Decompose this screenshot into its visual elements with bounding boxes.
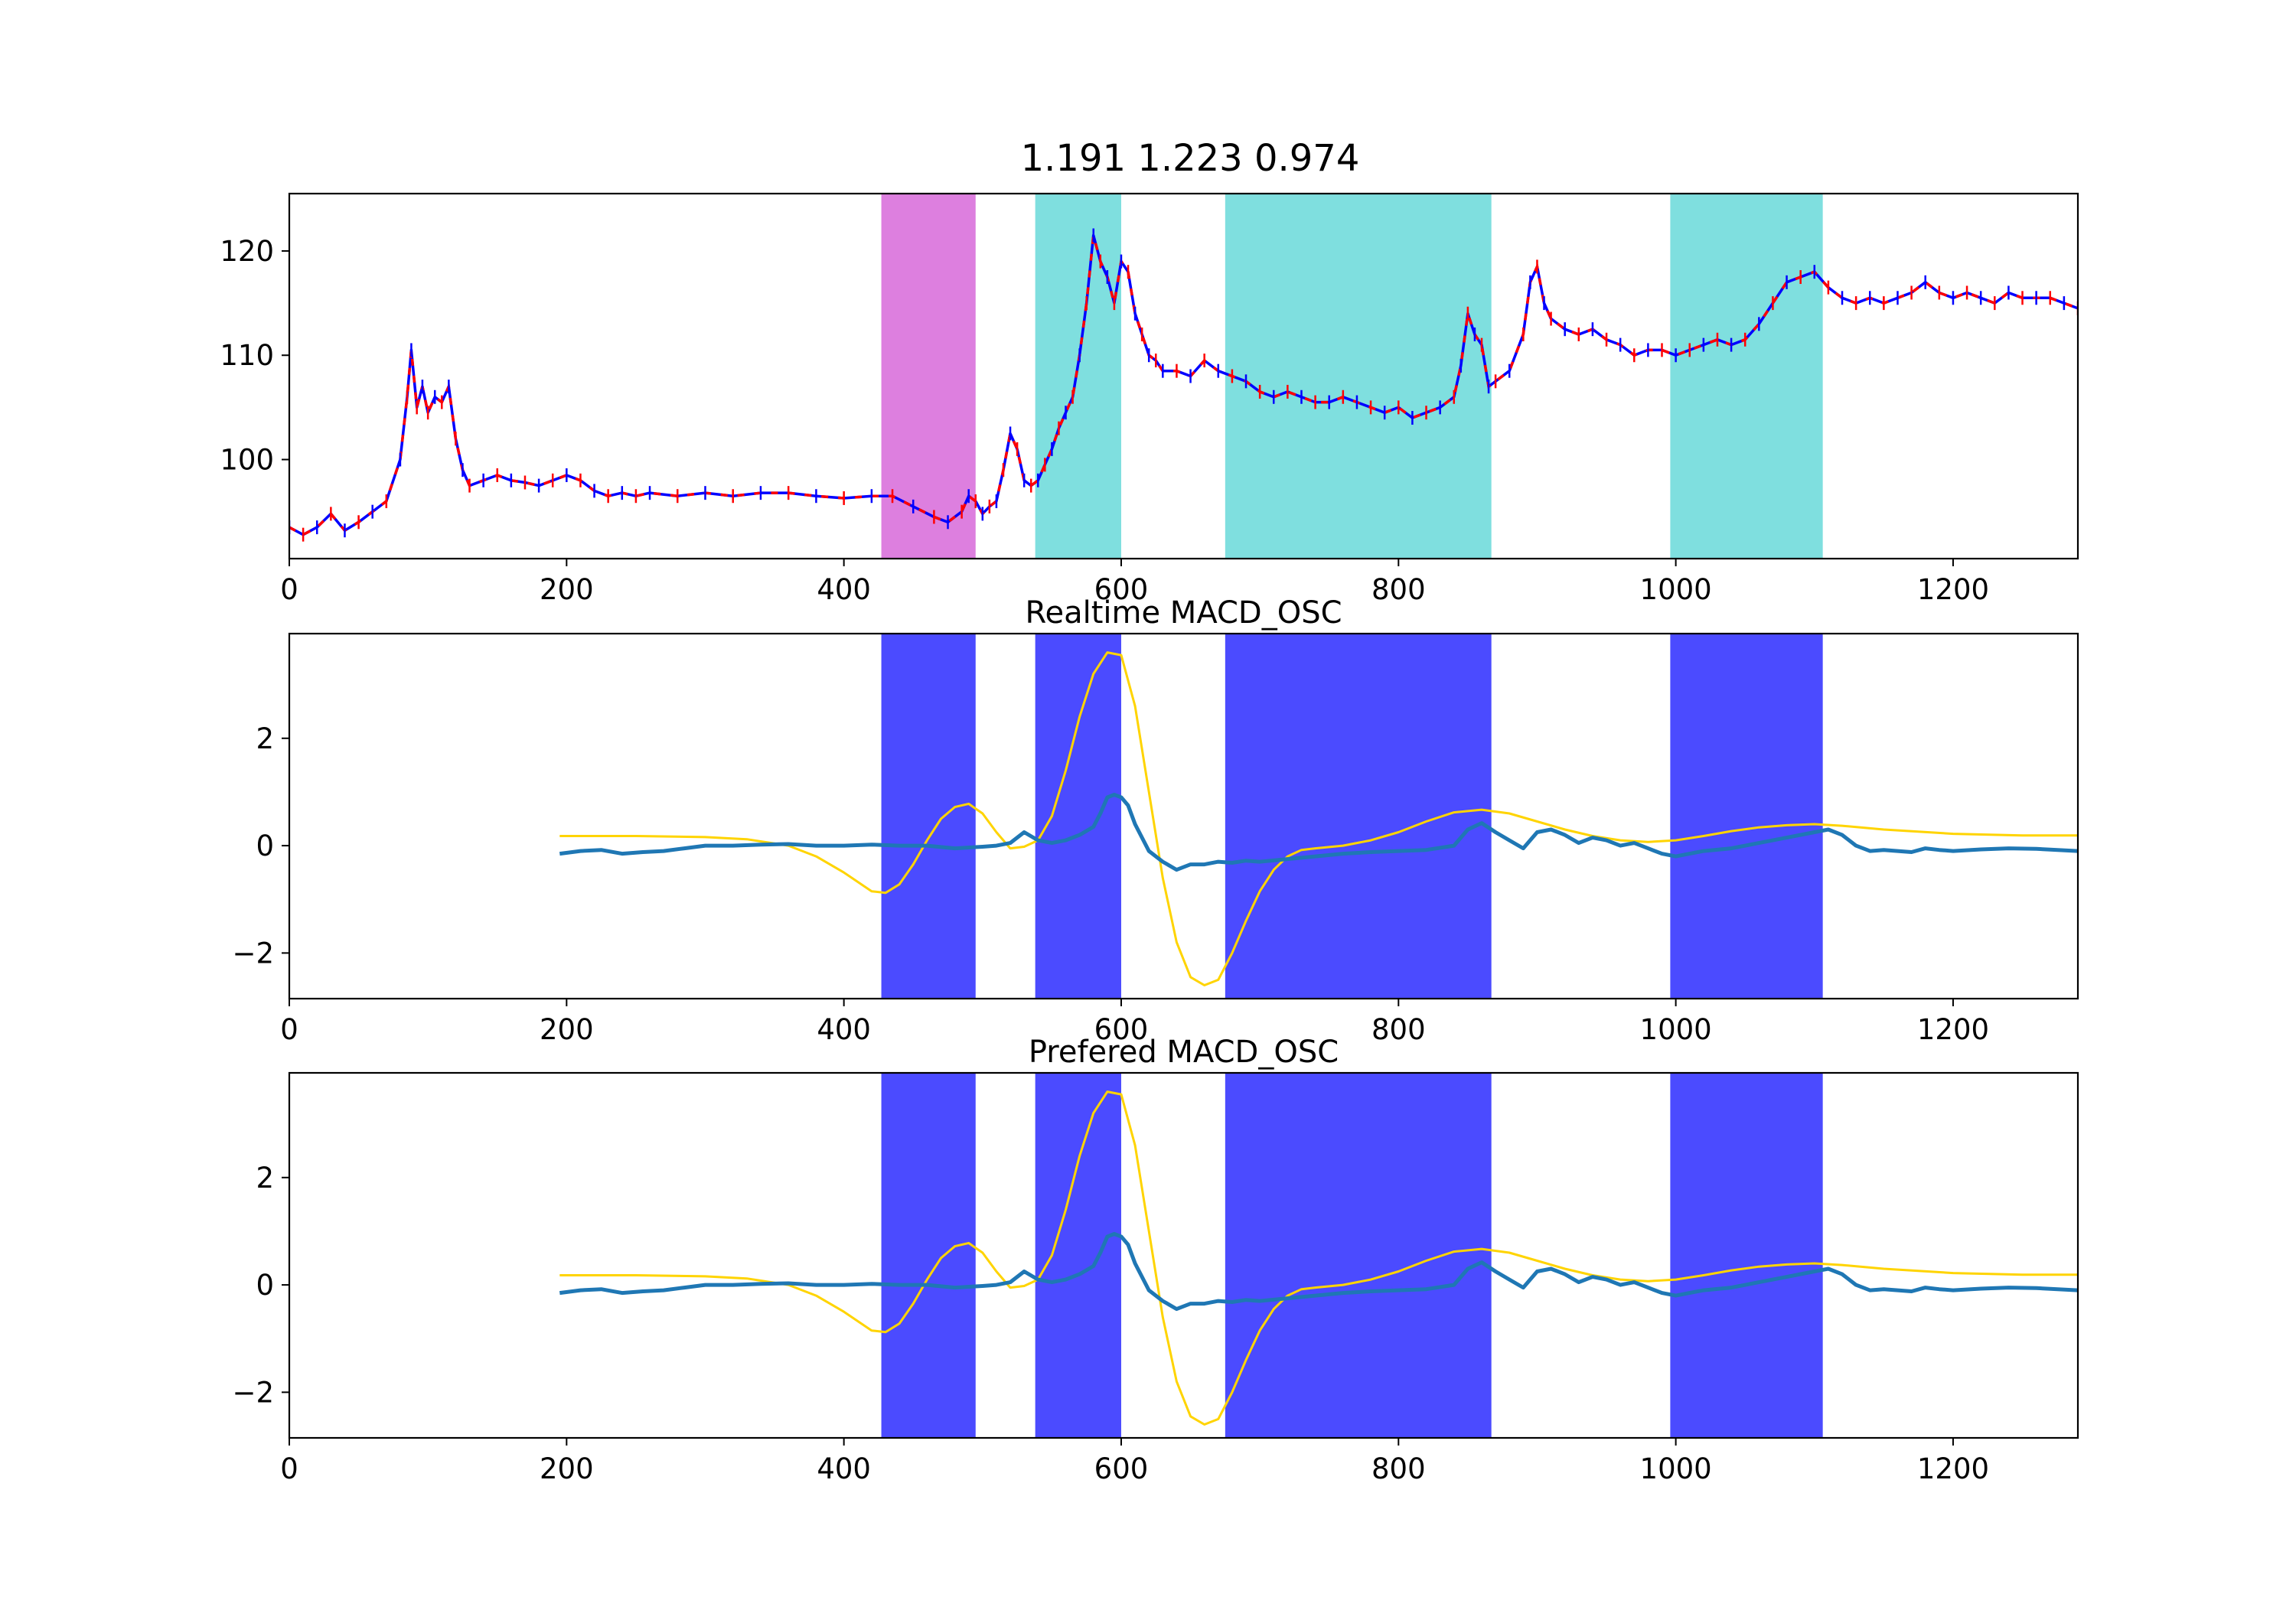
price-ytick-label: 110 [220, 339, 274, 372]
price-xtick-label: 0 [280, 573, 298, 606]
prefered-macd-xtick-label: 200 [540, 1452, 594, 1485]
prefered-macd-panel: 0 200 400 600 800 1000 1200 −2 0 2 Prefered MACD_O… [232, 1035, 2079, 1485]
realtime-macd-shaded-region-3 [1670, 634, 1823, 999]
prefered-macd-series-group [559, 1090, 2078, 1426]
prefered-macd-ytick-label: 0 [256, 1269, 274, 1302]
realtime-macd-series-group [559, 651, 2078, 986]
prefered-macd-series-1 [559, 1231, 2078, 1312]
realtime-macd-axes-frame [288, 632, 2079, 1000]
price-shaded-region-2 [1225, 194, 1492, 559]
prefered-macd-title: Prefered MACD_OSC [1029, 1035, 1339, 1070]
prefered-macd-series-0 [559, 1090, 2078, 1426]
price-xtick-label: 200 [540, 573, 594, 606]
prefered-macd-shaded-region-2 [1225, 1073, 1492, 1438]
prefered-macd-xtick-label: 400 [817, 1452, 871, 1485]
realtime-macd-xtick-label: 200 [540, 1013, 594, 1046]
prefered-macd-ytick-label: 2 [256, 1162, 274, 1195]
realtime-macd-series-1 [559, 792, 2078, 872]
price-shaded-region-3 [1670, 194, 1823, 559]
prefered-macd-shaded-region-1 [1035, 1073, 1121, 1438]
price-panel: 0 200 400 600 800 1000 1200 100 110 120 [220, 192, 2079, 606]
price-xtick-label: 400 [817, 573, 871, 606]
price-shaded-region-0 [881, 194, 976, 559]
prefered-macd-xtick-label: 1200 [1917, 1452, 1989, 1485]
prefered-macd-shaded-region-0 [881, 1073, 976, 1438]
prefered-macd-axes-frame [288, 1071, 2079, 1439]
realtime-macd-shaded-region-1 [1035, 634, 1121, 999]
realtime-macd-ytick-label: 0 [256, 830, 274, 862]
price-ytick-label: 100 [220, 444, 274, 477]
realtime-macd-xtick-label: 1000 [1640, 1013, 1712, 1046]
realtime-macd-shaded-region-2 [1225, 634, 1492, 999]
price-axes-frame [288, 192, 2079, 560]
realtime-macd-xtick-label: 1200 [1917, 1013, 1989, 1046]
price-xtick-label: 1000 [1640, 573, 1712, 606]
prefered-macd-ytick-label: −2 [232, 1376, 274, 1409]
realtime-macd-xtick-label: 600 [1094, 1013, 1149, 1046]
price-line-up-segments [289, 235, 2078, 536]
figure-title: 1.191 1.223 0.974 [1021, 137, 1360, 180]
prefered-macd-xtick-label: 600 [1094, 1452, 1149, 1485]
price-series-group [289, 228, 2078, 542]
prefered-macd-xtick-label: 0 [280, 1452, 298, 1485]
realtime-macd-xtick-label: 800 [1371, 1013, 1426, 1046]
price-xtick-label: 800 [1371, 573, 1426, 606]
realtime-macd-series-0 [559, 651, 2078, 986]
realtime-macd-xtick-label: 400 [817, 1013, 871, 1046]
realtime-macd-xtick-label: 0 [280, 1013, 298, 1046]
realtime-macd-panel: 0 200 400 600 800 1000 1200 −2 0 2 Realtime MACD_O… [232, 595, 2079, 1046]
price-shaded-region-1 [1035, 194, 1121, 559]
realtime-macd-title: Realtime MACD_OSC [1025, 595, 1342, 631]
prefered-macd-xtick-label: 800 [1371, 1452, 1426, 1485]
prefered-macd-shaded-region-3 [1670, 1073, 1823, 1438]
realtime-macd-ytick-label: −2 [232, 937, 274, 970]
prefered-macd-xtick-label: 1000 [1640, 1452, 1712, 1485]
price-xtick-label: 600 [1094, 573, 1149, 606]
price-ytick-label: 120 [220, 235, 274, 268]
realtime-macd-ytick-label: 2 [256, 722, 274, 755]
price-xtick-label: 1200 [1917, 573, 1989, 606]
realtime-macd-shaded-region-0 [881, 634, 976, 999]
